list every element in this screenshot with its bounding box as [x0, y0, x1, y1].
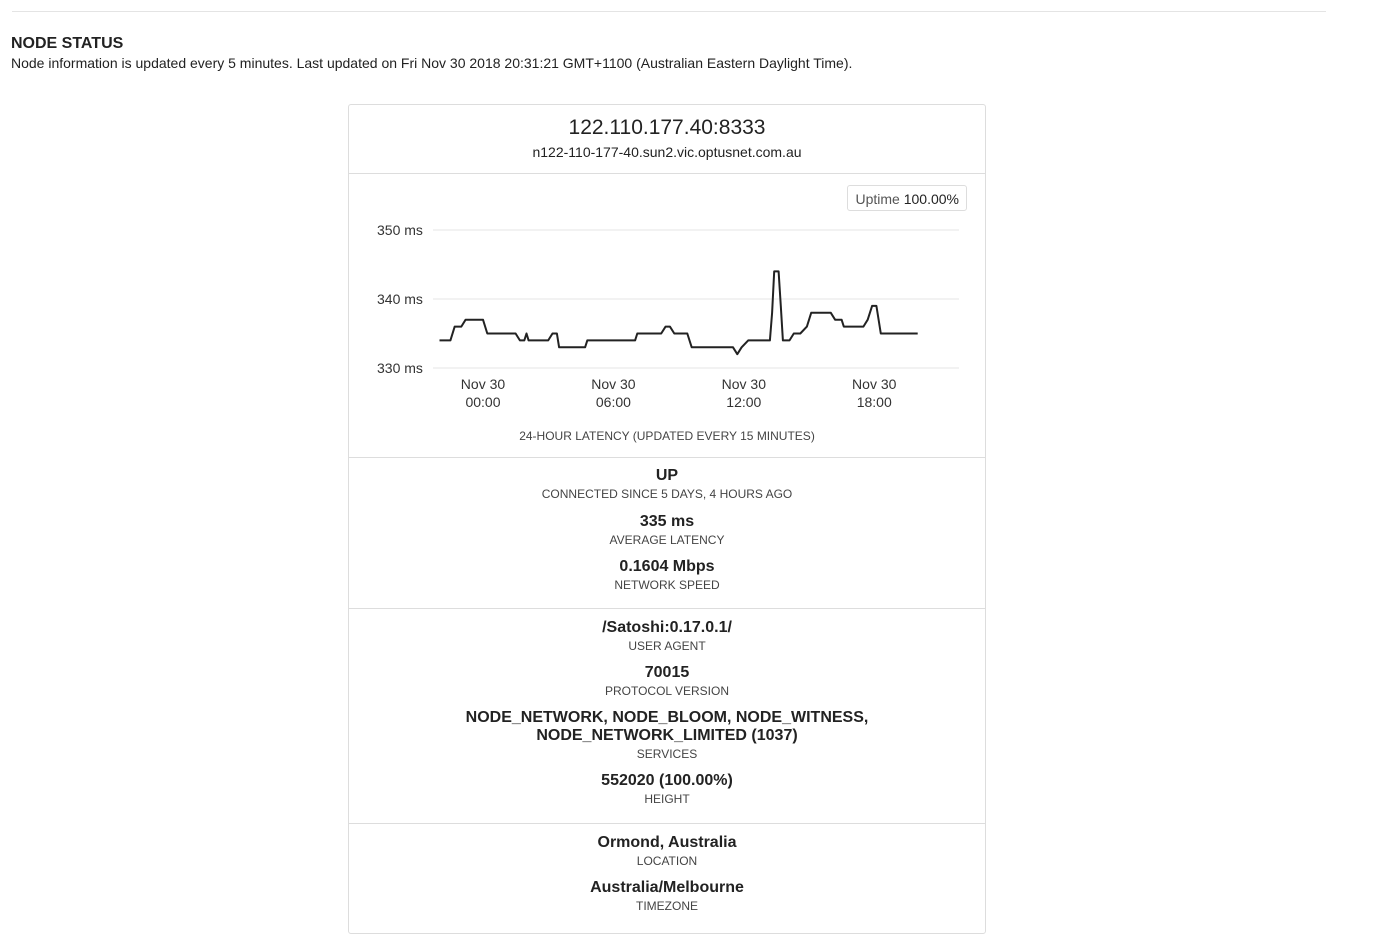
status-stat: UP CONNECTED SINCE 5 DAYS, 4 HOURS AGO	[349, 467, 985, 501]
status-value: UP	[655, 467, 679, 484]
software-section: /Satoshi:0.17.0.1/ USER AGENT 70015 PROT…	[349, 608, 985, 824]
location-section: Ormond, Australia LOCATION Australia/Mel…	[349, 823, 985, 943]
speed-label: NETWORK SPEED	[614, 578, 720, 592]
location-stat: Ormond, Australia LOCATION	[349, 834, 985, 868]
latency-label: AVERAGE LATENCY	[609, 533, 725, 547]
timezone-stat: Australia/Melbourne TIMEZONE	[349, 879, 985, 913]
uptime-value: 100.00%	[903, 191, 959, 207]
node-header: 122.110.177.40:8333 n122-110-177-40.sun2…	[349, 105, 985, 174]
status-section: UP CONNECTED SINCE 5 DAYS, 4 HOURS AGO 3…	[349, 457, 985, 609]
top-divider	[12, 11, 1326, 12]
timezone-value: Australia/Melbourne	[590, 879, 744, 896]
x-tick-label-date: Nov 30	[591, 376, 636, 392]
height-stat: 552020 (100.00%) HEIGHT	[349, 772, 985, 806]
node-card: 122.110.177.40:8333 n122-110-177-40.sun2…	[348, 104, 986, 934]
user-agent-label: USER AGENT	[628, 639, 706, 653]
x-tick-label-date: Nov 30	[852, 376, 897, 392]
page-subtitle: Node information is updated every 5 minu…	[11, 55, 853, 71]
services-label: SERVICES	[636, 747, 698, 761]
protocol-label: PROTOCOL VERSION	[604, 684, 730, 698]
protocol-stat: 70015 PROTOCOL VERSION	[349, 664, 985, 698]
height-value: 552020 (100.00%)	[601, 772, 733, 789]
x-tick-label-time: 18:00	[857, 394, 892, 410]
page-title: NODE STATUS	[11, 35, 124, 52]
node-address: 122.110.177.40:8333	[568, 116, 766, 139]
protocol-value: 70015	[644, 664, 690, 681]
y-tick-label: 340 ms	[377, 291, 423, 307]
user-agent-stat: /Satoshi:0.17.0.1/ USER AGENT	[349, 619, 985, 653]
latency-series-line	[439, 270, 918, 356]
uptime-badge: Uptime 100.00%	[847, 185, 967, 211]
x-tick-label-date: Nov 30	[722, 376, 767, 392]
speed-stat: 0.1604 Mbps NETWORK SPEED	[349, 558, 985, 592]
speed-value: 0.1604 Mbps	[619, 558, 715, 575]
latency-chart-section: 350 ms 340 ms 330 ms Nov 30 00:00 Nov 30 06:00…	[349, 173, 985, 458]
y-tick-label: 350 ms	[377, 222, 423, 238]
user-agent-value: /Satoshi:0.17.0.1/	[602, 619, 732, 636]
services-value-line2: NODE_NETWORK_LIMITED (1037)	[536, 727, 798, 744]
x-tick-label-time: 12:00	[726, 394, 761, 410]
node-hostname: n122-110-177-40.sun2.vic.optusnet.com.au	[532, 144, 802, 160]
status-label: CONNECTED SINCE 5 DAYS, 4 HOURS AGO	[541, 487, 793, 501]
height-label: HEIGHT	[644, 792, 690, 806]
x-tick-label-time: 00:00	[465, 394, 500, 410]
uptime-label: Uptime	[855, 191, 900, 207]
x-tick-label-time: 06:00	[596, 394, 631, 410]
chart-caption: 24-HOUR LATENCY (UPDATED EVERY 15 MINUTE…	[519, 429, 815, 443]
latency-value: 335 ms	[639, 513, 695, 530]
services-stat: NODE_NETWORK, NODE_BLOOM, NODE_WITNESS, …	[349, 709, 985, 761]
latency-stat: 335 ms AVERAGE LATENCY	[349, 513, 985, 547]
location-label: LOCATION	[636, 854, 698, 868]
timezone-label: TIMEZONE	[636, 899, 698, 913]
latency-chart: 350 ms 340 ms 330 ms Nov 30 00:00 Nov 30 06:00…	[377, 222, 959, 410]
services-value-line1: NODE_NETWORK, NODE_BLOOM, NODE_WITNESS,	[465, 709, 869, 726]
location-value: Ormond, Australia	[597, 834, 737, 851]
x-tick-label-date: Nov 30	[461, 376, 506, 392]
y-tick-label: 330 ms	[377, 360, 423, 376]
